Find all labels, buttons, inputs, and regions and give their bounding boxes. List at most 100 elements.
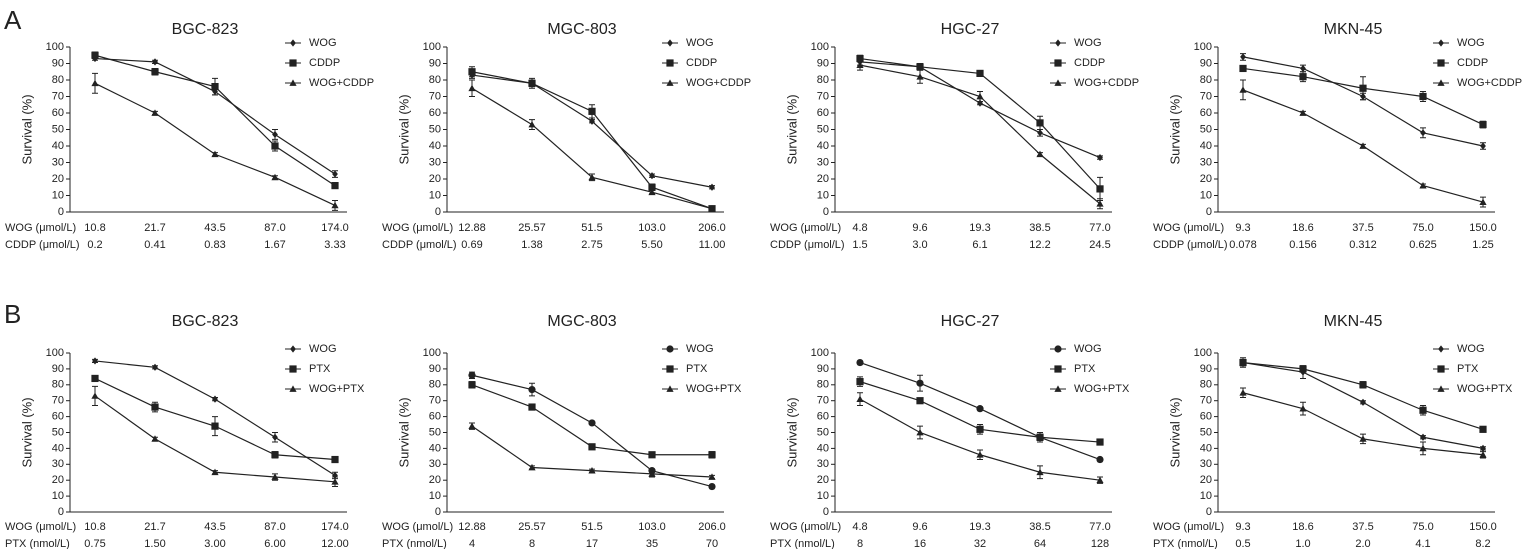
marker	[666, 385, 674, 392]
x-tick-label: 25.57	[518, 521, 546, 533]
x-tick-label: 0.5	[1235, 538, 1250, 549]
y-tick-label: 20	[52, 173, 64, 185]
x-tick-label: 0.156	[1289, 239, 1317, 251]
y-tick-label: 60	[817, 411, 829, 423]
y-tick-label: 70	[429, 395, 441, 407]
x-tick-label: 21.7	[144, 521, 165, 533]
y-tick-label: 0	[435, 206, 441, 218]
y-tick-label: 90	[1200, 363, 1212, 375]
x-tick-label: 77.0	[1089, 521, 1110, 533]
chart-title: MKN-45	[1324, 21, 1383, 38]
marker	[152, 58, 158, 66]
series-line	[471, 74, 713, 188]
marker	[272, 130, 278, 139]
marker	[1437, 385, 1445, 392]
marker	[1096, 185, 1104, 193]
marker	[1479, 198, 1487, 205]
marker	[1239, 358, 1247, 367]
x-tick-label: 6.00	[264, 538, 285, 549]
x-tick-label: 51.5	[581, 521, 602, 533]
x-tick-label: 206.0	[698, 521, 726, 533]
marker	[1054, 385, 1062, 392]
x-row-label: WOG (μmol/L)	[770, 222, 841, 234]
x-tick-label: 2.75	[581, 239, 602, 251]
chart-title: MKN-45	[1324, 313, 1383, 330]
marker	[528, 403, 536, 411]
marker	[1037, 129, 1043, 137]
marker	[290, 345, 296, 353]
series-line	[859, 64, 1101, 205]
marker	[588, 443, 596, 451]
marker	[331, 478, 339, 485]
x-row-label: WOG (μmol/L)	[382, 222, 453, 234]
marker	[1359, 381, 1367, 389]
marker	[289, 385, 297, 392]
y-tick-label: 80	[429, 74, 441, 86]
x-tick-label: 1.67	[264, 239, 285, 251]
marker	[151, 109, 159, 116]
marker	[1036, 119, 1044, 127]
x-tick-label: 70	[706, 538, 718, 549]
marker	[271, 473, 279, 480]
marker	[91, 392, 99, 399]
y-tick-label: 10	[1200, 189, 1212, 201]
series-line	[94, 54, 336, 187]
x-tick-label: 77.0	[1089, 222, 1110, 234]
y-tick-label: 50	[1200, 123, 1212, 135]
legend-label: CDDP	[686, 57, 717, 69]
x-tick-label: 206.0	[698, 222, 726, 234]
marker	[708, 205, 716, 212]
x-tick-label: 0.69	[461, 239, 482, 251]
marker	[1419, 444, 1427, 452]
marker	[1359, 142, 1367, 149]
marker	[666, 345, 674, 353]
y-axis-label: Survival (%)	[396, 94, 411, 164]
y-axis-label: Survival (%)	[784, 397, 799, 467]
marker	[1054, 345, 1062, 353]
marker	[588, 173, 596, 181]
x-row-label: PTX (nmol/L)	[5, 538, 70, 549]
y-tick-label: 100	[1194, 41, 1212, 53]
y-tick-label: 100	[423, 41, 441, 53]
marker	[1480, 444, 1486, 452]
marker	[916, 73, 924, 80]
marker	[976, 92, 984, 100]
y-tick-label: 60	[1200, 107, 1212, 119]
x-row-label: WOG (μmol/L)	[1153, 222, 1224, 234]
x-tick-label: 174.0	[321, 521, 349, 533]
marker	[1096, 455, 1104, 464]
marker	[1437, 365, 1445, 373]
y-tick-label: 30	[429, 156, 441, 168]
y-tick-label: 50	[817, 123, 829, 135]
marker	[1096, 476, 1104, 484]
marker	[588, 419, 596, 427]
x-tick-label: 43.5	[204, 521, 225, 533]
marker	[1239, 86, 1247, 93]
marker	[1054, 79, 1062, 86]
x-tick-label: 0.2	[87, 239, 102, 251]
y-tick-label: 90	[817, 363, 829, 375]
x-tick-label: 0.41	[144, 239, 165, 251]
x-row-label: WOG (μmol/L)	[770, 521, 841, 533]
y-tick-label: 30	[52, 156, 64, 168]
x-tick-label: 103.0	[638, 222, 666, 234]
marker	[91, 51, 99, 59]
marker	[1437, 79, 1445, 86]
x-row-label: WOG (μmol/L)	[1153, 521, 1224, 533]
x-tick-label: 19.3	[969, 521, 990, 533]
x-tick-label: 11.00	[699, 239, 726, 251]
y-tick-label: 80	[429, 379, 441, 391]
marker	[1097, 153, 1103, 162]
x-tick-label: 12.88	[458, 222, 486, 234]
marker	[666, 79, 674, 86]
x-tick-label: 128	[1091, 538, 1109, 549]
marker	[528, 120, 536, 128]
marker	[211, 422, 219, 430]
y-tick-label: 60	[1200, 411, 1212, 423]
chart-title: MGC-803	[547, 21, 616, 38]
y-tick-label: 90	[817, 57, 829, 69]
marker	[1420, 433, 1426, 441]
marker	[916, 379, 924, 387]
y-tick-label: 60	[429, 107, 441, 119]
marker	[708, 451, 716, 459]
